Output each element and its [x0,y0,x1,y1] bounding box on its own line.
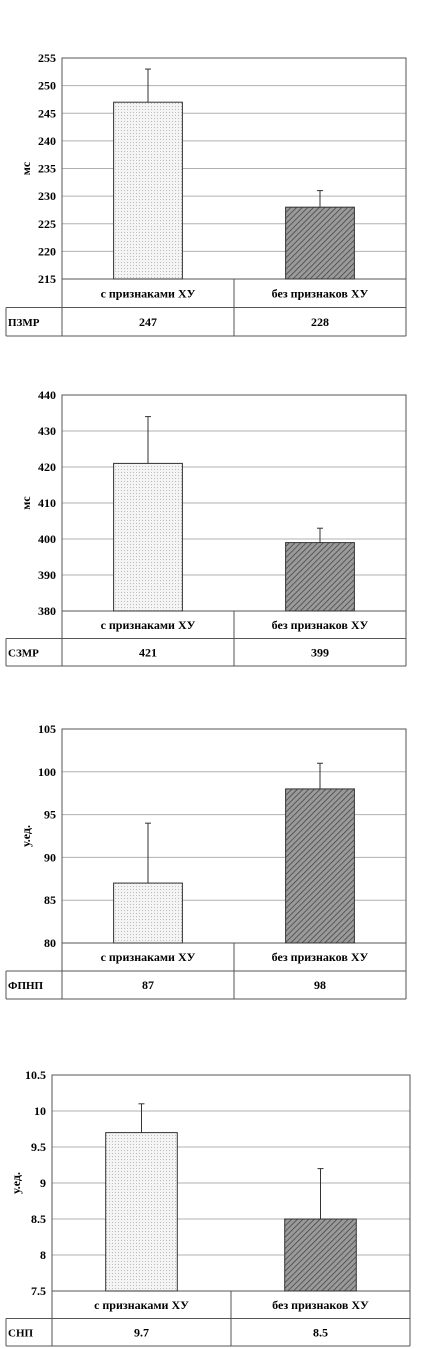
chart-4: 7.5 8 8.5 9 9.5 10 10.5 у.ед. с признаками ХУ без… [5,1068,411,1347]
y-tick-label: 255 [38,51,56,65]
y-axis-label: у.ед. [9,1172,23,1194]
y-tick-label: 240 [38,134,56,148]
bar-2 [285,788,355,944]
y-tick-label: 85 [44,893,56,907]
y-tick-label: 95 [44,808,56,822]
table-value: 421 [139,645,157,659]
category-label: без признаков ХУ [272,1298,369,1312]
table-row-label: ПЗМР [8,317,40,329]
category-label: с признаками ХУ [101,618,196,632]
y-tick-label: 9 [40,1176,46,1190]
y-tick-label: 9.5 [31,1140,46,1154]
category-label: без признаков ХУ [272,618,369,632]
y-tick-label: 215 [38,272,56,286]
category-label: с признаками ХУ [94,1298,189,1312]
y-tick-label: 80 [44,936,56,950]
table-value: 228 [311,315,329,329]
table-value: 399 [311,645,329,659]
bar-1 [105,1132,178,1292]
y-tick-label: 390 [38,568,56,582]
y-tick-label: 220 [38,244,56,258]
y-tick-label: 7.5 [31,1284,46,1298]
y-tick-label: 100 [38,765,56,779]
table-row-label: ФПНП [8,980,44,992]
table-value: 87 [142,978,154,992]
chart-2: 380 390 400 410 420 430 440 мс с признаками ХУ бе… [5,388,407,667]
category-label: без признаков ХУ [272,950,369,964]
y-tick-label: 400 [38,532,56,546]
y-tick-label: 440 [38,388,56,402]
bar-2 [284,1218,357,1292]
chart-1: 215 220 225 230 235 240 245 250 255 мс с признакам… [5,51,407,337]
y-axis-label: у.ед. [19,825,33,847]
table-row-label: СЗМР [8,647,39,659]
y-axis-label: мс [19,161,33,175]
category-label: с признаками ХУ [101,950,196,964]
y-tick-label: 230 [38,189,56,203]
category-label: с признаками ХУ [101,286,196,300]
y-tick-label: 430 [38,424,56,438]
category-label: без признаков ХУ [272,286,369,300]
table-value: 98 [314,978,326,992]
bar-2 [285,542,355,612]
table-row-label: СНП [8,1327,34,1339]
y-tick-label: 235 [38,162,56,176]
table-value: 247 [139,315,157,329]
y-tick-label: 380 [38,604,56,618]
bar-1 [113,101,183,280]
y-tick-label: 250 [38,79,56,93]
bar-1 [113,462,183,612]
y-tick-label: 8 [40,1248,46,1262]
y-tick-label: 10 [34,1104,46,1118]
y-tick-label: 225 [38,217,56,231]
y-tick-label: 420 [38,460,56,474]
bar-1 [113,882,183,944]
y-axis-label: мс [19,496,33,510]
bar-2 [285,206,355,280]
y-tick-label: 410 [38,496,56,510]
y-tick-label: 105 [38,722,56,736]
y-tick-label: 10.5 [25,1068,46,1082]
table-value: 8.5 [313,1325,328,1339]
table-value: 9.7 [134,1325,149,1339]
y-tick-label: 8.5 [31,1212,46,1226]
chart-3: 80 85 90 95 100 105 у.ед. с признаками ХУ без пр… [5,722,407,1000]
y-tick-label: 245 [38,106,56,120]
y-tick-label: 90 [44,850,56,864]
